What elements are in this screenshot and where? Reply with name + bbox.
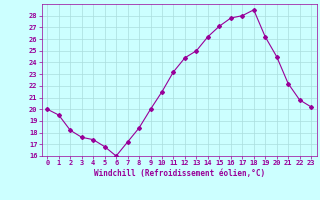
- X-axis label: Windchill (Refroidissement éolien,°C): Windchill (Refroidissement éolien,°C): [94, 169, 265, 178]
